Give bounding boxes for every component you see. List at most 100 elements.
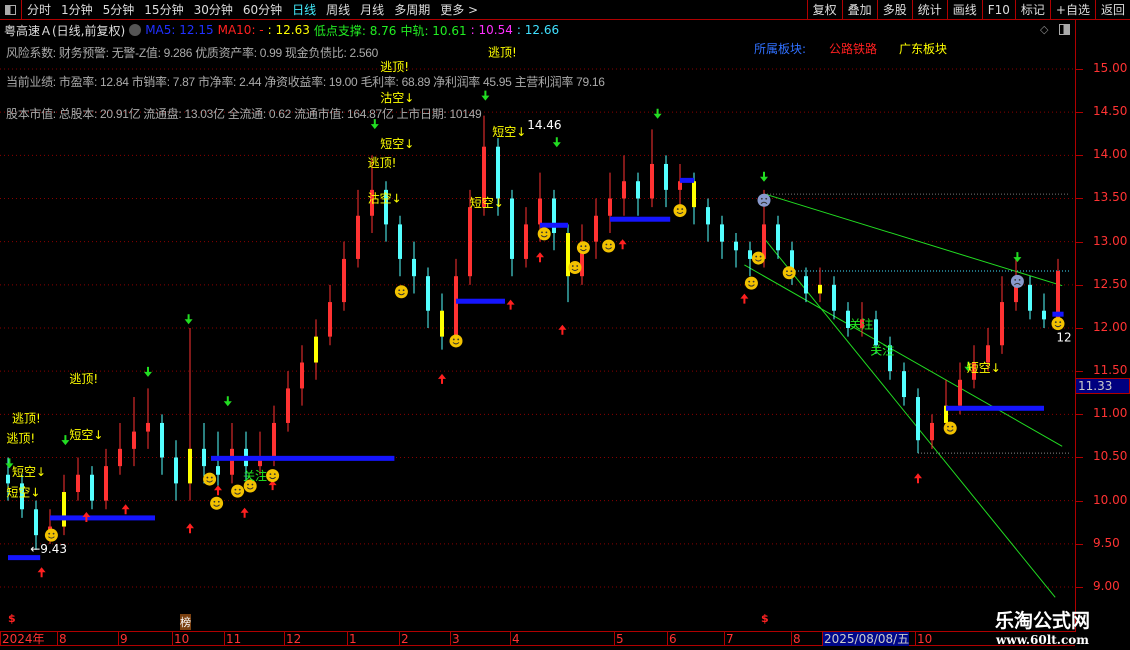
toolbar-button-0[interactable]: 复权 xyxy=(806,0,842,20)
toolbar-button-1[interactable]: 叠加 xyxy=(841,0,877,20)
panel-icon[interactable] xyxy=(1059,24,1070,35)
smiley-icon xyxy=(602,239,616,253)
period-tab-4[interactable]: 30分钟 xyxy=(193,3,233,17)
face-eye xyxy=(681,208,684,210)
support-segment xyxy=(946,405,1044,411)
price-tick xyxy=(1075,327,1083,329)
candle-body xyxy=(286,388,290,423)
period-tab-8[interactable]: 月线 xyxy=(360,3,385,17)
candlestick-chart[interactable]: 逃顶! 逃顶! 逃顶! 短空↓ 短空↓ 短空↓ 逃顶! 逃顶! 沽空↓ 短空↓ 逃顶! 沽空↓ 短空↓ 短… xyxy=(0,0,1075,632)
period-tab-1[interactable]: 1分钟 xyxy=(61,3,93,17)
candle-body xyxy=(1000,302,1004,346)
candle-body xyxy=(552,198,556,234)
period-tab-7[interactable]: 周线 xyxy=(326,3,351,17)
price-tick-label: 13.00 xyxy=(1093,233,1128,248)
toolbar-button-3[interactable]: 统计 xyxy=(911,0,947,20)
price-tick-label: 15.00 xyxy=(1093,61,1128,75)
candle-body xyxy=(622,181,626,199)
toolbar-button-7[interactable]: +自选 xyxy=(1049,0,1095,20)
candle-body xyxy=(902,371,906,398)
face-mouth xyxy=(206,480,213,483)
candle-body xyxy=(846,310,850,328)
toolbar-button-6[interactable]: 标记 xyxy=(1014,0,1050,20)
capital-info: 股本市值: 总股本: 20.91亿 流通盘: 13.03亿 全流通: 0.62 … xyxy=(6,107,482,121)
face-eye xyxy=(951,425,954,428)
face-eye xyxy=(273,473,276,476)
face-mouth xyxy=(755,259,762,262)
toolbar-button-5[interactable]: F10 xyxy=(981,0,1015,20)
toolbar-button-8[interactable]: 返回 xyxy=(1094,0,1130,20)
chart-annotation: 14.46 xyxy=(527,118,561,132)
low-support-value: 低点支撑: 8.76 xyxy=(313,23,397,38)
candle-body xyxy=(1056,271,1060,320)
sector-guangdong[interactable]: 广东板块 xyxy=(899,42,948,56)
smiley-icon xyxy=(243,479,257,493)
price-tick xyxy=(1075,241,1083,243)
period-tab-9[interactable]: 多周期 xyxy=(394,3,431,17)
candle-body xyxy=(510,198,514,259)
candle-body xyxy=(608,198,612,216)
period-tab-5[interactable]: 60分钟 xyxy=(242,3,283,17)
candle-body xyxy=(1028,284,1032,311)
candle-body xyxy=(1014,284,1018,303)
face-eye xyxy=(790,270,793,273)
chart-annotation: 逃顶! xyxy=(12,411,41,425)
candle-body xyxy=(384,189,388,225)
price-tick xyxy=(1075,69,1083,70)
chart-annotation: 逃顶! xyxy=(488,46,517,60)
candle-body xyxy=(314,336,318,363)
time-label: 6 xyxy=(667,632,677,646)
down-arrow-icon xyxy=(481,90,490,101)
panel-toggle-button[interactable] xyxy=(0,0,22,20)
smiley-icon xyxy=(943,421,957,435)
smiley-icon xyxy=(394,285,408,299)
trend-line xyxy=(765,193,1063,287)
period-tab-10[interactable]: 更多 > xyxy=(440,3,479,17)
candle-body xyxy=(580,241,584,277)
price-tick-label: 13.50 xyxy=(1093,190,1128,205)
smiley-icon xyxy=(576,241,590,255)
down-arrow-icon xyxy=(552,137,561,148)
down-arrow-icon xyxy=(1013,252,1022,263)
toolbar-button-2[interactable]: 多股 xyxy=(876,0,912,20)
period-tab-2[interactable]: 5分钟 xyxy=(102,3,135,17)
smiley-icon xyxy=(537,227,551,241)
face-eye xyxy=(48,532,51,535)
smiley-icon xyxy=(673,204,687,218)
candle-body xyxy=(440,310,444,337)
last-price-tag: 11.33 xyxy=(1075,378,1130,394)
chart-annotation: 沽空↓ xyxy=(380,91,414,105)
price-tick-label: 14.00 xyxy=(1093,147,1128,162)
face-eye xyxy=(765,197,768,200)
period-tab-0[interactable]: 分时 xyxy=(27,3,52,17)
support-segment xyxy=(8,555,41,561)
indicator-menu-icon[interactable] xyxy=(129,24,142,36)
price-axis-line xyxy=(1075,20,1076,632)
candle-body xyxy=(6,474,10,484)
time-label: 2 xyxy=(399,632,409,646)
support-segment xyxy=(1052,311,1064,317)
up-arrow-icon xyxy=(82,512,91,523)
sector-highway-rail[interactable]: 公路铁路 xyxy=(829,42,878,56)
candle-body xyxy=(258,457,262,467)
face-eye xyxy=(251,483,254,486)
face-eye xyxy=(580,245,583,248)
time-label: 11 xyxy=(224,632,242,646)
diamond-icon[interactable]: ◇ xyxy=(1040,23,1049,36)
face-eye xyxy=(247,483,249,486)
candle-body xyxy=(636,181,640,199)
period-tab-6[interactable]: 日线 xyxy=(292,3,317,17)
price-tick xyxy=(1075,371,1083,373)
period-tab-3[interactable]: 15分钟 xyxy=(144,3,184,17)
s-marker: $ xyxy=(8,612,16,625)
cursor-date: 2025/08/08/五 xyxy=(822,632,910,646)
price-tick-label: 11.00 xyxy=(1093,406,1128,421)
toolbar-button-4[interactable]: 画线 xyxy=(946,0,982,20)
support-segment xyxy=(50,515,155,521)
candle-body xyxy=(916,397,920,441)
candle-body xyxy=(818,284,822,294)
candle-body xyxy=(804,276,808,294)
support-segment xyxy=(540,222,568,228)
face-mouth xyxy=(540,235,548,238)
support-segment xyxy=(610,216,671,222)
